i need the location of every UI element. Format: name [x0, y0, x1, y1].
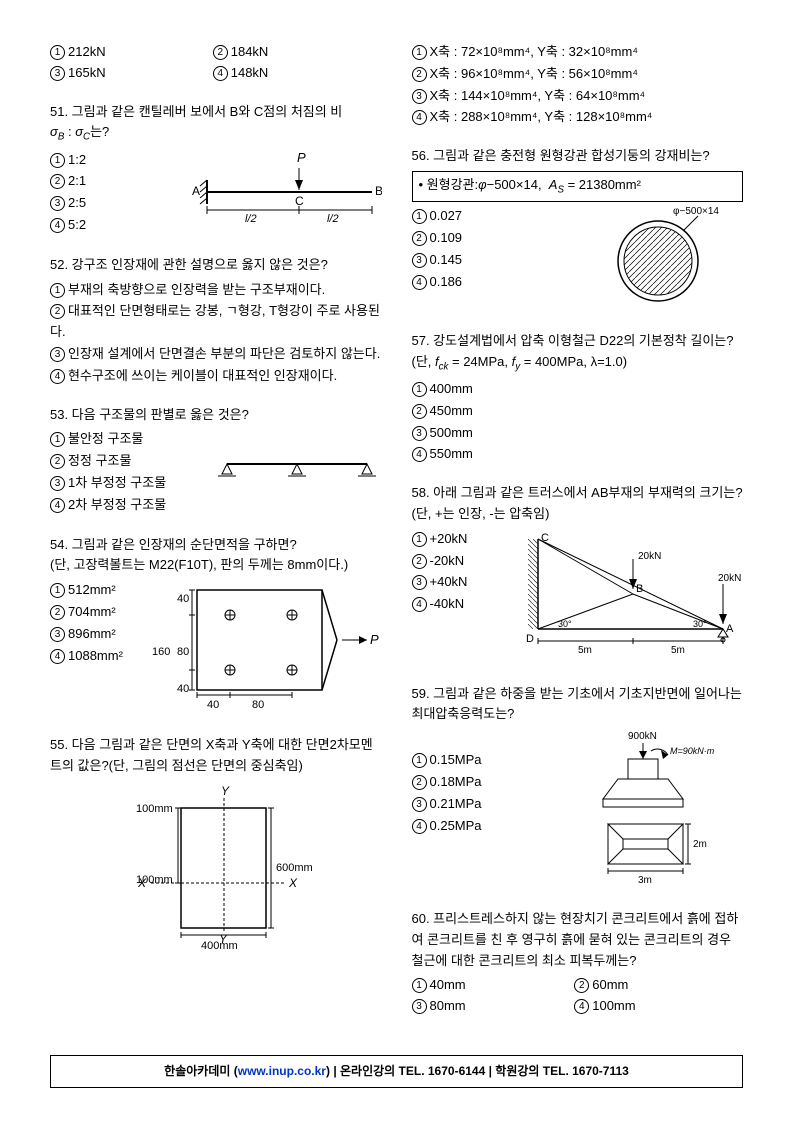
q52-c4: 4현수구조에 쓰이는 케이블이 대표적인 인장재이다.	[50, 366, 382, 387]
q56: 56. 그림과 같은 충전형 원형강관 합성기둥의 강재비는? • 원형강관:φ…	[412, 146, 744, 313]
q55-c1: 1X축 : 72×10⁸mm⁴, Y축 : 32×10⁸mm⁴	[412, 42, 744, 63]
q54-text: 54. 그림과 같은 인장재의 순단면적을 구하면? (단, 고장력볼트는 M2…	[50, 535, 382, 577]
q52-c3: 3인장재 설계에서 단면결손 부분의 파단은 검토하지 않는다.	[50, 344, 382, 365]
q50-c4: 4148kN	[213, 63, 372, 84]
svg-text:40: 40	[177, 593, 189, 605]
q55-text: 55. 다음 그림과 같은 단면의 X축과 Y축에 대한 단면2차모멘트의 값은…	[50, 735, 382, 777]
q60-c2: 260mm	[574, 975, 733, 996]
svg-text:Y: Y	[219, 932, 228, 946]
footer-academy: 한솔아카데미	[164, 1064, 230, 1078]
footer: 한솔아카데미 (www.inup.co.kr) | 온라인강의 TEL. 167…	[50, 1055, 743, 1088]
q52-c2: 2대표적인 단면형태로는 강봉, ㄱ형강, T형강이 주로 사용된다.	[50, 301, 382, 343]
q52-text: 52. 강구조 인장재에 관한 설명으로 옳지 않은 것은?	[50, 255, 382, 276]
q54-figure: 160 40 80 40 P	[152, 580, 382, 717]
svg-text:40: 40	[177, 683, 189, 695]
q51-text: 51. 그림과 같은 캔틸레버 보에서 B와 C점의 처짐의 비 σB : σC…	[50, 102, 382, 146]
svg-text:20kN: 20kN	[718, 573, 741, 584]
svg-text:900kN: 900kN	[628, 731, 657, 742]
q50-choices: 1212kN 2184kN 3165kN 4148kN	[50, 42, 382, 84]
q57-c3: 3500mm	[412, 423, 744, 444]
svg-text:30°: 30°	[693, 619, 707, 629]
q57-c1: 1400mm	[412, 379, 744, 400]
q53-c4: 42차 부정정 구조물	[50, 495, 382, 516]
svg-text:2m: 2m	[693, 839, 707, 850]
svg-text:160: 160	[152, 646, 170, 658]
svg-text:5m: 5m	[671, 645, 685, 656]
q54: 54. 그림과 같은 인장재의 순단면적을 구하면? (단, 고장력볼트는 M2…	[50, 535, 382, 717]
svg-text:40: 40	[207, 699, 219, 710]
svg-text:P: P	[297, 150, 306, 165]
q57-c2: 2450mm	[412, 401, 744, 422]
q52-c1: 1부재의 축방향으로 인장력을 받는 구조부재이다.	[50, 280, 382, 301]
q57: 57. 강도설계법에서 압축 이형철근 D22의 기본정착 길이는?(단, fc…	[412, 331, 744, 465]
q58-figure: C B A D 20kN 20kN 30° 30°	[523, 529, 743, 666]
svg-text:X: X	[288, 876, 298, 890]
q50-c1: 1212kN	[50, 42, 209, 63]
svg-text:l/2: l/2	[327, 213, 339, 225]
q50-c3: 3165kN	[50, 63, 209, 84]
q58: 58. 아래 그림과 같은 트러스에서 AB부재의 부재력의 크기는?(단, +…	[412, 483, 744, 665]
svg-text:C: C	[295, 194, 304, 208]
q59-figure: 900kN M=90kN·m	[573, 729, 743, 891]
svg-text:80: 80	[252, 699, 264, 710]
q56-text: 56. 그림과 같은 충전형 원형강관 합성기둥의 강재비는?	[412, 146, 744, 167]
svg-text:B: B	[636, 583, 643, 595]
q56-figure: φ−500×14	[593, 206, 743, 313]
svg-text:100mm: 100mm	[136, 874, 173, 886]
svg-text:l/2: l/2	[245, 213, 257, 225]
svg-text:3m: 3m	[638, 875, 652, 884]
q53: 53. 다음 구조물의 판별로 옳은 것은? 1불안정 구조물 2정정 구조물 …	[50, 405, 382, 517]
q55-choices: 1X축 : 72×10⁸mm⁴, Y축 : 32×10⁸mm⁴ 2X축 : 96…	[412, 42, 744, 128]
q53-c1: 1불안정 구조물	[50, 429, 382, 450]
svg-text:Y: Y	[221, 784, 230, 798]
q55-c4: 4X축 : 288×10⁸mm⁴, Y축 : 128×10⁸mm⁴	[412, 107, 744, 128]
q55: 55. 다음 그림과 같은 단면의 X축과 Y축에 대한 단면2차모멘트의 값은…	[50, 735, 382, 953]
q59-text: 59. 그림과 같은 하중을 받는 기초에서 기초지반면에 일어나는 최대압축응…	[412, 684, 744, 726]
q50-c2: 2184kN	[213, 42, 372, 63]
svg-text:φ−500×14: φ−500×14	[673, 206, 719, 217]
q51: 51. 그림과 같은 캔틸레버 보에서 B와 C점의 처짐의 비 σB : σC…	[50, 102, 382, 237]
q52: 52. 강구조 인장재에 관한 설명으로 옳지 않은 것은? 1부재의 축방향으…	[50, 255, 382, 387]
q57-c4: 4550mm	[412, 444, 744, 465]
q55-figure: Y X X 100mm 100mm 600mm	[50, 783, 382, 953]
q57-text: 57. 강도설계법에서 압축 이형철근 D22의 기본정착 길이는?(단, fc…	[412, 331, 744, 375]
svg-text:80: 80	[177, 646, 189, 658]
svg-text:20kN: 20kN	[638, 551, 661, 562]
svg-text:P: P	[370, 632, 379, 647]
svg-text:30°: 30°	[558, 619, 572, 629]
svg-text:D: D	[526, 633, 534, 645]
svg-text:B: B	[375, 184, 382, 198]
q55-c2: 2X축 : 96×10⁸mm⁴, Y축 : 56×10⁸mm⁴	[412, 64, 744, 85]
svg-text:600mm: 600mm	[276, 862, 313, 874]
svg-text:M=90kN·m: M=90kN·m	[670, 746, 715, 756]
q60: 60. 프리스트레스하지 않는 현장치기 콘크리트에서 흙에 접하여 콘크리트를…	[412, 909, 744, 1017]
q59: 59. 그림과 같은 하중을 받는 기초에서 기초지반면에 일어나는 최대압축응…	[412, 684, 744, 891]
q60-c1: 140mm	[412, 975, 571, 996]
q60-c4: 4100mm	[574, 996, 733, 1017]
svg-text:100mm: 100mm	[136, 803, 173, 815]
q53-text: 53. 다음 구조물의 판별로 옳은 것은?	[50, 405, 382, 426]
q60-c3: 380mm	[412, 996, 571, 1017]
svg-text:5m: 5m	[578, 645, 592, 656]
q55-c3: 3X축 : 144×10⁸mm⁴, Y축 : 64×10⁸mm⁴	[412, 86, 744, 107]
q51-figure: P A B C l/2	[182, 150, 382, 237]
q60-text: 60. 프리스트레스하지 않는 현장치기 콘크리트에서 흙에 접하여 콘크리트를…	[412, 909, 744, 971]
svg-text:C: C	[541, 532, 549, 544]
q58-text: 58. 아래 그림과 같은 트러스에서 AB부재의 부재력의 크기는?(단, +…	[412, 483, 744, 525]
q56-box: • 원형강관:φ−500×14, AS = 21380mm²	[412, 171, 744, 202]
q53-figure	[212, 454, 382, 491]
footer-link[interactable]: www.inup.co.kr	[238, 1064, 326, 1078]
svg-text:A: A	[192, 184, 200, 198]
footer-contacts: ) | 온라인강의 TEL. 1670-6144 | 학원강의 TEL. 167…	[326, 1064, 629, 1078]
svg-text:A: A	[726, 623, 734, 635]
